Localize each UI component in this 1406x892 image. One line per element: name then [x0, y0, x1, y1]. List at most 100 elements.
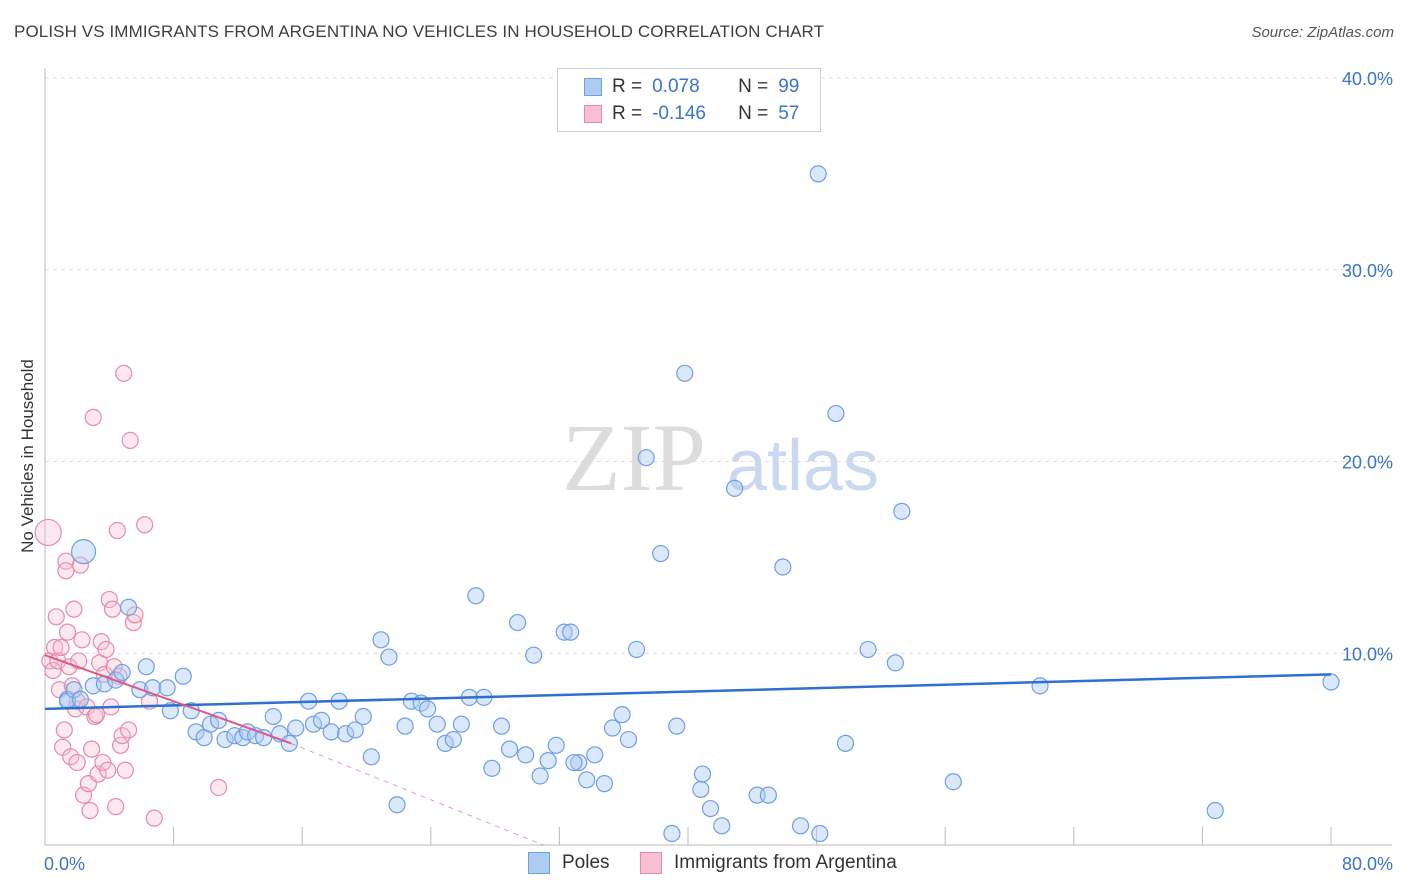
argentina-point: [47, 608, 65, 626]
poles-point: [637, 449, 655, 467]
poles-point: [174, 667, 192, 685]
y-tick-label: 30.0%: [1342, 261, 1393, 281]
poles-point: [287, 719, 305, 737]
chart-title: POLISH VS IMMIGRANTS FROM ARGENTINA NO V…: [14, 22, 825, 41]
poles-point: [388, 796, 406, 814]
poles-legend-swatch-icon: [528, 852, 550, 874]
argentina-point: [44, 661, 62, 680]
poles-point: [726, 479, 744, 497]
argentina-legend-swatch-icon: [640, 852, 662, 874]
argentina-point: [81, 801, 99, 820]
poles-point: [539, 752, 557, 770]
x-tick-label: 0.0%: [44, 854, 85, 874]
argentina-point: [52, 638, 70, 657]
poles-point: [713, 817, 731, 835]
correlation-legend: R = 0.078 N = 99 R = -0.146 N = 57: [557, 68, 821, 132]
poles-point: [509, 613, 527, 632]
poles-point: [562, 623, 580, 641]
poles-point: [372, 631, 390, 649]
poles-point: [312, 711, 331, 729]
argentina-point: [73, 631, 91, 649]
poles-point: [547, 736, 565, 754]
poles-swatch-icon: [584, 78, 602, 96]
poles-point: [827, 404, 845, 423]
argentina-point: [107, 798, 125, 816]
argentina-swatch-icon: [584, 105, 602, 123]
poles-point: [586, 746, 604, 764]
poles-point: [483, 759, 501, 777]
legend-item-argentina[interactable]: Immigrants from Argentina: [640, 852, 897, 874]
legend-row-poles: R = 0.078 N = 99: [584, 75, 799, 99]
legend-n-label: N =: [738, 103, 769, 124]
poles-point: [264, 707, 282, 726]
poles-point: [613, 706, 631, 724]
poles-point: [791, 817, 810, 835]
argentina-point: [136, 516, 154, 534]
y-tick-label: 20.0%: [1342, 453, 1393, 473]
x-tick-label: 80.0%: [1342, 854, 1393, 874]
poles-point: [322, 723, 340, 741]
poles-point: [692, 780, 710, 798]
poles-point: [71, 690, 89, 708]
poles-point: [774, 558, 792, 576]
legend-item-poles[interactable]: Poles: [528, 852, 610, 874]
argentina-trend-extension: [290, 742, 544, 846]
trend-lines: [44, 654, 1332, 846]
watermark: ZIP atlas: [562, 404, 879, 511]
argentina-point: [57, 562, 75, 580]
legend-n-value: 99: [778, 76, 800, 97]
argentina-point: [34, 518, 62, 547]
legend-r-label: R =: [612, 103, 643, 124]
legend-label-argentina: Immigrants from Argentina: [674, 852, 897, 873]
tick-labels: 10.0% 20.0% 30.0% 40.0% 0.0% 80.0%: [44, 69, 1393, 874]
poles-point: [113, 663, 131, 682]
argentina-point: [100, 590, 118, 609]
argentina-point: [84, 408, 102, 426]
argentina-point: [58, 623, 77, 641]
poles-point: [1206, 801, 1224, 820]
poles-point: [627, 640, 646, 659]
legend-r-value: 0.078: [652, 76, 700, 97]
poles-point: [555, 623, 573, 641]
argentina-point: [97, 640, 115, 659]
poles-point: [701, 799, 720, 818]
poles-point: [652, 544, 670, 563]
argentina-point: [116, 761, 134, 779]
poles-point: [255, 729, 273, 747]
argentina-point: [62, 748, 80, 766]
argentina-point: [87, 706, 106, 724]
poles-point: [444, 730, 462, 749]
argentina-point: [99, 761, 117, 779]
poles-point: [201, 715, 220, 733]
poles-point: [809, 165, 827, 183]
argentina-point: [108, 521, 126, 540]
poles-point: [396, 717, 414, 735]
poles-point: [893, 502, 911, 520]
poles-point: [452, 715, 470, 733]
poles-point: [578, 771, 596, 789]
source-label: Source: ZipAtlas.com: [1251, 24, 1394, 41]
poles-point: [500, 740, 519, 758]
legend-row-argentina: R = -0.146 N = 57: [584, 102, 799, 126]
poles-point: [565, 753, 583, 772]
legend-r-label: R =: [612, 76, 643, 97]
poles-point: [811, 824, 829, 843]
poles-point: [603, 719, 622, 737]
argentina-point: [65, 600, 83, 618]
poles-point: [595, 775, 614, 793]
poles-point: [238, 723, 257, 741]
poles-point: [492, 717, 511, 735]
poles-point: [759, 786, 777, 804]
poles-point: [216, 730, 234, 749]
poles-point: [346, 721, 364, 739]
poles-point: [158, 679, 176, 697]
poles-point: [354, 707, 372, 726]
poles-point: [380, 648, 398, 666]
poles-point: [304, 715, 323, 733]
poles-point: [65, 681, 83, 699]
poles-point: [467, 587, 485, 605]
argentina-point: [113, 727, 131, 745]
poles-point: [859, 640, 877, 659]
watermark-zip: ZIP: [562, 404, 706, 511]
